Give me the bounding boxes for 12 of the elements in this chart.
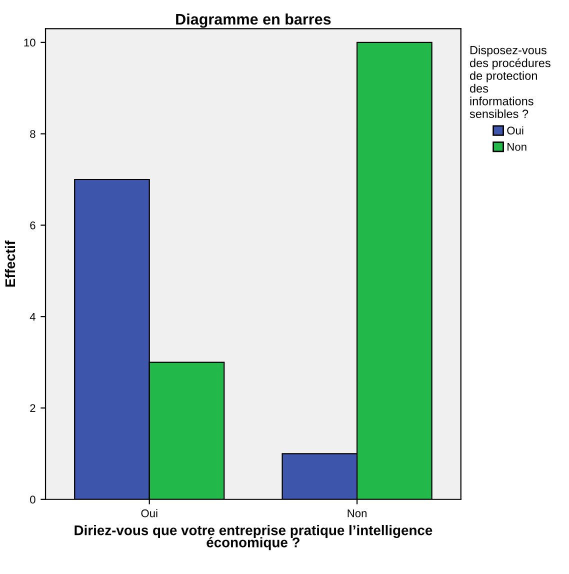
x-axis-title: Diriez-vous que votre entreprise pratique l’intelligence économique ? (74, 525, 432, 550)
chart-title: Diagramme en barres (176, 13, 331, 28)
legend-title: Disposez-vous des procédures de protection des informations sensibles ? (470, 46, 550, 118)
y-tick-label: 8 (30, 130, 36, 138)
y-axis-title: Effectif (4, 240, 16, 287)
y-tick-label: 4 (30, 312, 36, 321)
legend-label: Oui (507, 126, 524, 134)
y-tick-label: 6 (30, 221, 36, 230)
y-tick-label: 10 (24, 38, 36, 47)
y-tick-label: 2 (30, 404, 36, 412)
legend-label: Non (508, 143, 526, 151)
y-tick-label: 0 (30, 496, 36, 504)
